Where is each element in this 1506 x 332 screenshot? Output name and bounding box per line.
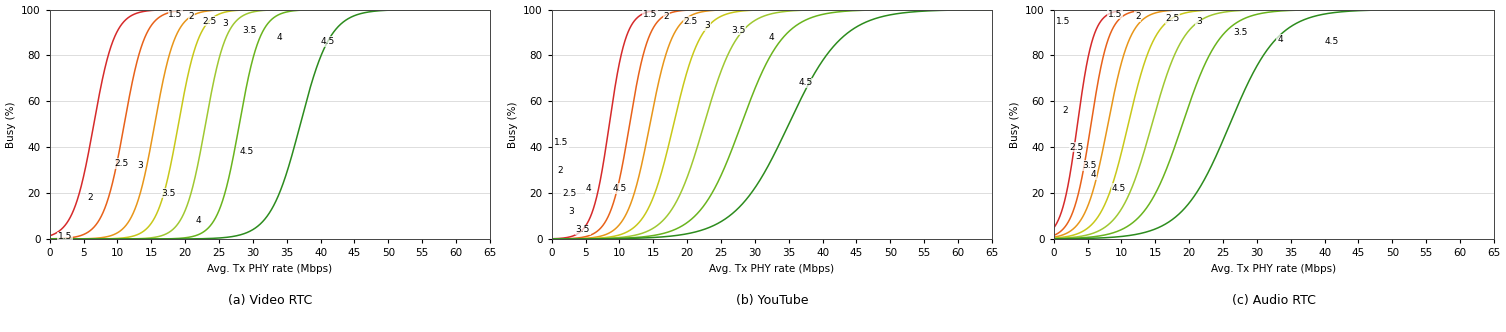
Text: 3.5: 3.5 <box>732 26 745 35</box>
Text: 1.5: 1.5 <box>643 10 658 19</box>
Text: 3: 3 <box>137 161 143 170</box>
Text: 4.5: 4.5 <box>798 78 813 88</box>
Text: 4: 4 <box>1277 35 1283 44</box>
Text: 1.5: 1.5 <box>554 138 568 147</box>
Y-axis label: Busy (%): Busy (%) <box>1009 101 1020 147</box>
Text: 4: 4 <box>1090 170 1096 179</box>
X-axis label: Avg. Tx PHY rate (Mbps): Avg. Tx PHY rate (Mbps) <box>709 264 834 274</box>
Text: 4: 4 <box>277 33 282 42</box>
Text: 2.5: 2.5 <box>562 189 577 198</box>
Text: 2.5: 2.5 <box>202 17 217 26</box>
Text: 3.5: 3.5 <box>161 189 176 198</box>
Text: 4.5: 4.5 <box>1111 184 1125 193</box>
Text: 2: 2 <box>87 193 93 202</box>
Text: 3: 3 <box>569 207 574 216</box>
X-axis label: Avg. Tx PHY rate (Mbps): Avg. Tx PHY rate (Mbps) <box>208 264 333 274</box>
Text: 2.5: 2.5 <box>114 159 128 168</box>
Text: 3.5: 3.5 <box>1083 161 1096 170</box>
Title: (b) YouTube: (b) YouTube <box>735 294 809 307</box>
Text: 1.5: 1.5 <box>1056 17 1071 26</box>
Title: (a) Video RTC: (a) Video RTC <box>227 294 312 307</box>
Text: 1.5: 1.5 <box>57 232 72 241</box>
Text: 2.5: 2.5 <box>1166 14 1179 23</box>
X-axis label: Avg. Tx PHY rate (Mbps): Avg. Tx PHY rate (Mbps) <box>1211 264 1336 274</box>
Text: 3.5: 3.5 <box>575 225 590 234</box>
Text: 2: 2 <box>1062 106 1068 115</box>
Text: 2: 2 <box>1136 12 1140 21</box>
Text: 4.5: 4.5 <box>1325 37 1339 46</box>
Text: 2: 2 <box>557 166 563 175</box>
Y-axis label: Busy (%): Busy (%) <box>6 101 15 147</box>
Text: 4: 4 <box>196 216 200 225</box>
Text: 2.5: 2.5 <box>1069 143 1084 152</box>
Text: 2: 2 <box>664 12 669 21</box>
Text: 3: 3 <box>223 19 227 28</box>
Text: 3: 3 <box>1196 17 1202 26</box>
Text: 3: 3 <box>705 21 709 30</box>
Text: 4.5: 4.5 <box>239 147 253 156</box>
Text: 1.5: 1.5 <box>1108 10 1122 19</box>
Text: 4: 4 <box>768 33 774 42</box>
Text: 3.5: 3.5 <box>242 26 258 35</box>
Text: 2: 2 <box>188 12 194 21</box>
Text: 3.5: 3.5 <box>1233 28 1247 37</box>
Text: 2.5: 2.5 <box>684 17 697 26</box>
Text: 3: 3 <box>1075 152 1081 161</box>
Text: 1.5: 1.5 <box>169 10 182 19</box>
Text: 4.5: 4.5 <box>321 37 334 46</box>
Title: (c) Audio RTC: (c) Audio RTC <box>1232 294 1316 307</box>
Y-axis label: Busy (%): Busy (%) <box>508 101 518 147</box>
Text: 4: 4 <box>586 184 592 193</box>
Text: 4.5: 4.5 <box>613 184 626 193</box>
